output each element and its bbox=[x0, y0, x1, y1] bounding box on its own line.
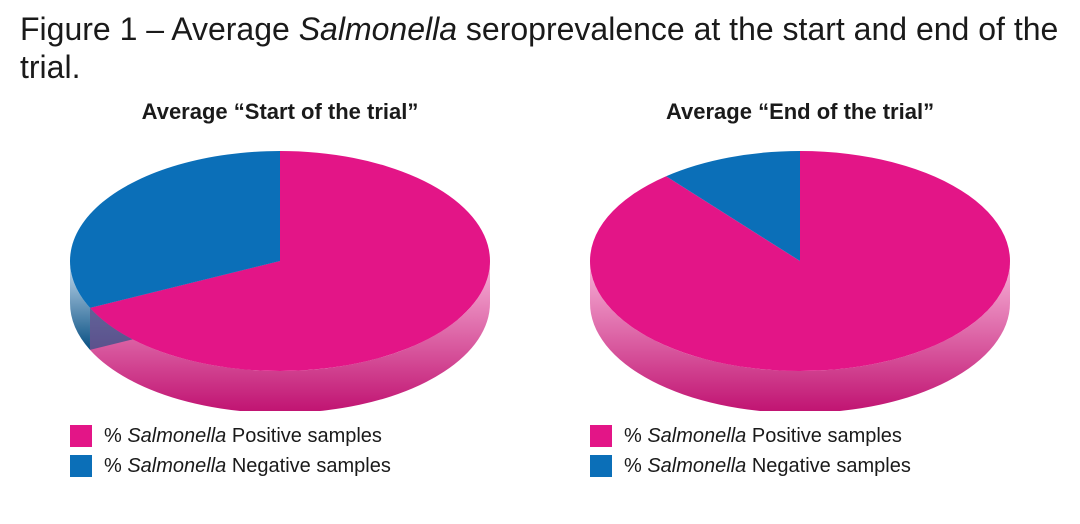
pie-end-svg bbox=[570, 131, 1030, 411]
charts-row: Average “Start of the trial” % Salmonell… bbox=[0, 87, 1080, 481]
pie-end bbox=[570, 131, 1030, 411]
legend-swatch-positive bbox=[590, 425, 612, 447]
legend-label-negative: % Salmonella Negative samples bbox=[624, 451, 911, 481]
legend-row-positive: % Salmonella Positive samples bbox=[70, 421, 391, 451]
legend-label-positive: % Salmonella Positive samples bbox=[104, 421, 382, 451]
legend-end: % Salmonella Positive samples% Salmonell… bbox=[560, 421, 911, 481]
chart-start-subtitle: Average “Start of the trial” bbox=[142, 99, 419, 125]
legend-row-negative: % Salmonella Negative samples bbox=[70, 451, 391, 481]
chart-end-subtitle: Average “End of the trial” bbox=[666, 99, 934, 125]
legend-swatch-negative bbox=[590, 455, 612, 477]
figure-title-pre: Figure 1 – Average bbox=[20, 11, 299, 47]
chart-start: Average “Start of the trial” % Salmonell… bbox=[40, 87, 520, 481]
chart-end: Average “End of the trial” % Salmonella … bbox=[560, 87, 1040, 481]
figure-title-em: Salmonella bbox=[299, 11, 457, 47]
legend-label-positive: % Salmonella Positive samples bbox=[624, 421, 902, 451]
legend-row-negative: % Salmonella Negative samples bbox=[590, 451, 911, 481]
figure-title: Figure 1 – Average Salmonella seropreval… bbox=[0, 0, 1080, 87]
legend-label-negative: % Salmonella Negative samples bbox=[104, 451, 391, 481]
legend-swatch-positive bbox=[70, 425, 92, 447]
pie-start-svg bbox=[50, 131, 510, 411]
pie-start bbox=[50, 131, 510, 411]
legend-swatch-negative bbox=[70, 455, 92, 477]
legend-start: % Salmonella Positive samples% Salmonell… bbox=[40, 421, 391, 481]
legend-row-positive: % Salmonella Positive samples bbox=[590, 421, 911, 451]
